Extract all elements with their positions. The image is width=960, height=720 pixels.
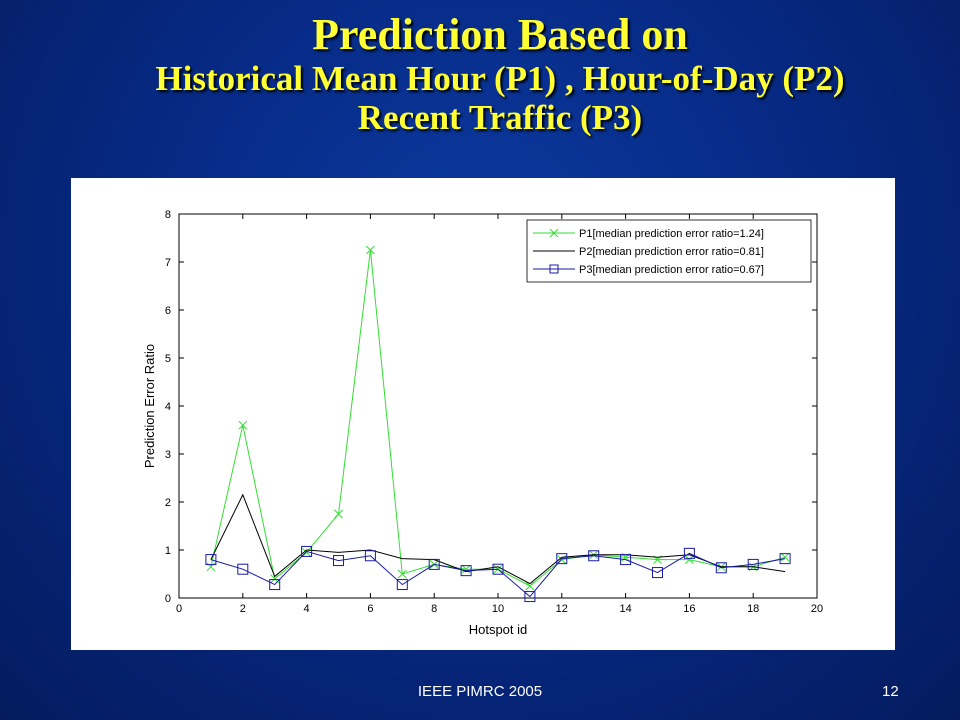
y-tick-label: 6 <box>165 305 171 317</box>
series-p3-line <box>210 550 786 598</box>
legend-p3-marker <box>549 264 559 274</box>
plot-panel: 0 2 4 6 8 10 12 14 16 18 20 0 1 2 3 4 5 6 7 8 Hotspot id Pr… <box>71 178 895 650</box>
p1-point-stroke <box>238 420 248 430</box>
p1-point-stroke <box>461 564 471 574</box>
p1-point <box>397 569 407 579</box>
x-tick-label: 6 <box>367 603 373 615</box>
p3-point <box>524 591 536 603</box>
x-tick-label: 8 <box>431 603 437 615</box>
y-tick-label: 8 <box>165 209 171 221</box>
y-tick-label: 7 <box>165 257 171 269</box>
p3-point <box>237 563 249 575</box>
legend-p2-label: P2[median prediction error ratio=0.81] <box>579 246 764 258</box>
x-tick-label: 16 <box>683 603 695 615</box>
y-tick-label: 4 <box>165 401 171 413</box>
y-tick-label: 3 <box>165 449 171 461</box>
p1-point <box>334 509 343 519</box>
page-number: 12 <box>882 683 899 700</box>
x-tick-label: 20 <box>811 603 823 615</box>
p1-point-stroke <box>334 509 343 519</box>
p1-point <box>685 555 694 564</box>
x-tick-label: 4 <box>304 603 310 615</box>
slide-title: Prediction Based on Historical Mean Hour… <box>60 10 940 138</box>
p3-point <box>683 547 695 559</box>
title-line-1: Prediction Based on <box>312 10 688 59</box>
p1-point <box>461 564 471 574</box>
y-tick-label: 5 <box>165 353 171 365</box>
p3-point <box>652 567 663 579</box>
p3-point <box>620 554 632 566</box>
p1-point <box>238 420 248 430</box>
p1-point-stroke <box>270 574 280 584</box>
p1-point <box>525 581 535 591</box>
series-p2 <box>210 493 786 585</box>
series-p2-line <box>210 493 786 585</box>
title-line-2: Historical Mean Hour (P1) , Hour-of-Day … <box>155 59 845 99</box>
title-line-3: Recent Traffic (P3) <box>357 98 643 138</box>
x-tick-label: 0 <box>176 603 182 615</box>
p1-point-stroke <box>685 555 694 564</box>
legend-p3-label: P3[median prediction error ratio=0.67] <box>579 264 764 276</box>
p1-point-stroke <box>525 581 535 591</box>
x-tick-label: 12 <box>556 603 568 615</box>
x-tick-label: 14 <box>619 603 631 615</box>
p1-point <box>780 552 790 562</box>
p3-point <box>396 579 408 591</box>
legend: P1[median prediction error ratio=1.24] P… <box>526 219 812 283</box>
x-tick-label: 10 <box>492 603 504 615</box>
p3-point <box>364 550 376 562</box>
p3-point <box>715 562 727 574</box>
p3-point <box>205 554 217 566</box>
p1-point-stroke <box>780 552 790 562</box>
legend-p1-label: P1[median prediction error ratio=1.24] <box>579 228 764 240</box>
p3-point <box>460 565 472 577</box>
p1-point-stroke <box>366 245 375 255</box>
p1-point <box>366 245 375 255</box>
x-axis-label: Hotspot id <box>469 622 528 637</box>
p1-point-stroke <box>397 569 407 579</box>
p3-point <box>492 563 504 575</box>
x-tick-label: 18 <box>747 603 759 615</box>
p3-point <box>301 545 313 557</box>
p3-point <box>556 553 568 565</box>
y-tick-label: 2 <box>165 497 171 509</box>
p3-point <box>333 555 344 567</box>
y-tick-label: 1 <box>165 545 171 557</box>
p3-point <box>428 558 440 570</box>
p3-point <box>779 553 791 565</box>
footer-text: IEEE PIMRC 2005 <box>417 683 543 700</box>
p3-point <box>269 579 281 591</box>
x-tick-label: 2 <box>240 603 246 615</box>
y-axis-label: Prediction Error Ratio <box>142 344 157 468</box>
series-p3 <box>205 545 791 603</box>
p3-point <box>588 550 600 562</box>
y-tick-label: 0 <box>165 593 171 605</box>
legend-p1-marker <box>549 228 559 238</box>
p3-point <box>747 558 759 570</box>
